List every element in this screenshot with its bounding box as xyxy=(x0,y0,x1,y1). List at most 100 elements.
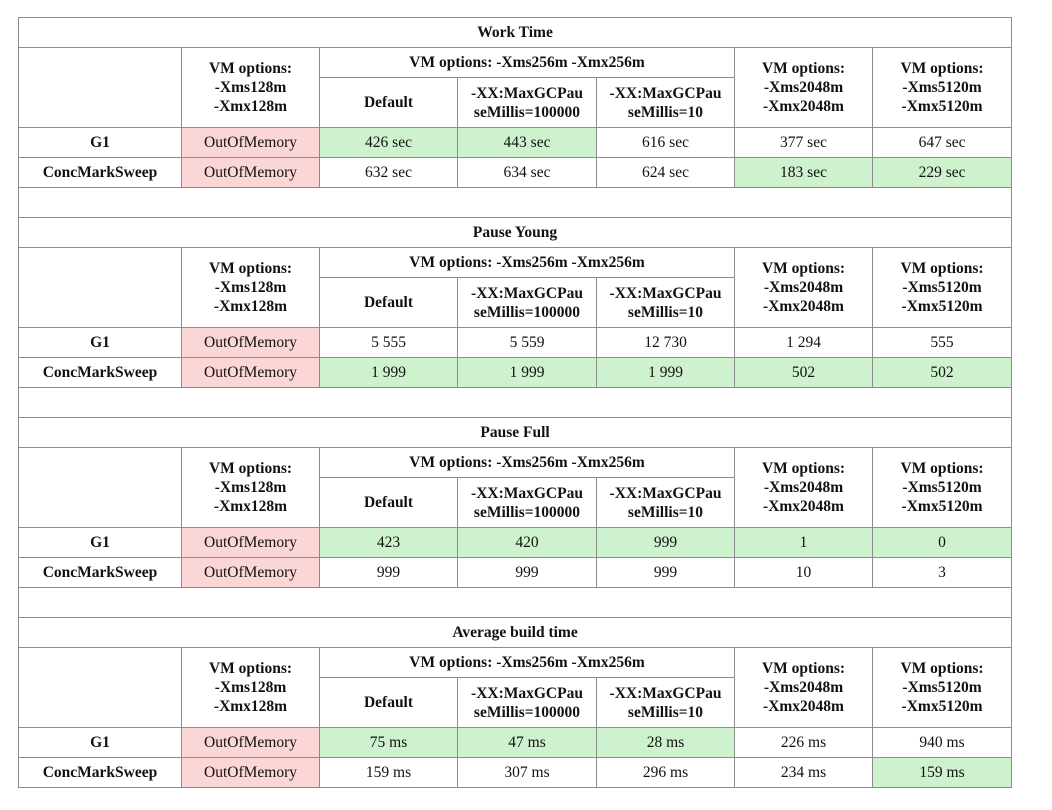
row-label: ConcMarkSweep xyxy=(18,757,182,788)
header-vm5120-line3: -Xmx5120m xyxy=(901,98,983,115)
header-vm2048-line1: VM options: xyxy=(761,660,846,677)
gc-comparison-container: Work Time VM options: -Xms128m -Xmx128m … xyxy=(17,17,1013,788)
header-vm2048-line3: -Xmx2048m xyxy=(763,498,844,515)
data-cell-vm2048: 226 ms xyxy=(734,727,873,758)
header-pause100000: -XX:MaxGCPau seMillis=100000 xyxy=(457,77,597,128)
data-cell-vm128: OutOfMemory xyxy=(181,327,320,358)
section-title-row: Pause Young xyxy=(17,217,1013,248)
header-vm5120-line2: -Xms5120m xyxy=(902,679,982,696)
header-pause100000-line1: -XX:MaxGCPau xyxy=(471,684,583,702)
header-vm2048-line3: -Xmx2048m xyxy=(763,698,844,715)
data-cell-pause10: 999 xyxy=(596,527,735,558)
data-cell-default: 999 xyxy=(319,557,458,588)
data-cell-vm2048: 183 sec xyxy=(734,157,873,188)
header-vm2048-line2: -Xms2048m xyxy=(763,279,844,296)
header-vm128-line2: -Xms128m xyxy=(214,79,287,96)
section-title: Pause Young xyxy=(17,217,1013,248)
data-row-g1: G1 OutOfMemory 75 ms 47 ms 28 ms 226 ms … xyxy=(18,727,1013,758)
row-label: ConcMarkSweep xyxy=(18,557,182,588)
header-vm2048-line3: -Xmx2048m xyxy=(763,298,844,315)
data-cell-vm128: OutOfMemory xyxy=(181,127,320,158)
data-cell-vm128: OutOfMemory xyxy=(181,357,320,388)
section-spacer xyxy=(17,387,1013,418)
row-label: ConcMarkSweep xyxy=(18,157,182,188)
header-pause10-line1: -XX:MaxGCPau xyxy=(609,484,722,502)
header-pause10: -XX:MaxGCPau seMillis=10 xyxy=(596,277,735,328)
header-vm5120: VM options: -Xms5120m -Xmx5120m xyxy=(871,47,1013,128)
data-row-concmarksweep: ConcMarkSweep OutOfMemory 632 sec 634 se… xyxy=(18,157,1013,188)
header-pause10: -XX:MaxGCPau seMillis=10 xyxy=(596,677,735,728)
header-pause10-line2: seMillis=10 xyxy=(627,103,704,121)
data-cell-vm5120: 0 xyxy=(871,527,1013,558)
data-row-g1: G1 OutOfMemory 5 555 5 559 12 730 1 294 … xyxy=(18,327,1013,358)
section-title-row: Average build time xyxy=(17,617,1013,648)
section-spacer xyxy=(17,187,1013,218)
data-row-g1: G1 OutOfMemory 423 420 999 1 0 xyxy=(18,527,1013,558)
data-cell-vm5120: 647 sec xyxy=(871,127,1013,158)
data-cell-pause10: 12 730 xyxy=(596,327,735,358)
header-pause100000-line2: seMillis=100000 xyxy=(473,103,581,121)
header-vm128-line2: -Xms128m xyxy=(214,279,287,296)
header-pause100000-line1: -XX:MaxGCPau xyxy=(471,284,583,302)
header-vm5120-line3: -Xmx5120m xyxy=(901,698,983,715)
row-label: G1 xyxy=(18,127,182,158)
header-default: Default xyxy=(319,77,458,128)
header-corner-cell xyxy=(18,647,182,728)
header-pause100000-line2: seMillis=100000 xyxy=(473,503,581,521)
data-cell-default: 75 ms xyxy=(319,727,458,758)
header-vm128-line3: -Xmx128m xyxy=(213,98,288,115)
section-title: Work Time xyxy=(17,17,1013,48)
data-cell-vm5120: 502 xyxy=(871,357,1013,388)
header-row-top: VM options: -Xms128m -Xmx128m VM options… xyxy=(18,647,1013,728)
header-vm5120: VM options: -Xms5120m -Xmx5120m xyxy=(871,647,1013,728)
header-pause10: -XX:MaxGCPau seMillis=10 xyxy=(596,77,735,128)
header-vm5120-line1: VM options: xyxy=(900,60,984,77)
data-cell-pause100000: 634 sec xyxy=(457,157,597,188)
section-title-row: Work Time xyxy=(17,17,1013,48)
header-pause100000: -XX:MaxGCPau seMillis=100000 xyxy=(457,277,597,328)
header-vm128-line2: -Xms128m xyxy=(214,679,287,696)
data-cell-vm2048: 1 294 xyxy=(734,327,873,358)
data-row-concmarksweep: ConcMarkSweep OutOfMemory 999 999 999 10… xyxy=(18,557,1013,588)
data-cell-default: 632 sec xyxy=(319,157,458,188)
header-row-top: VM options: -Xms128m -Xmx128m VM options… xyxy=(18,47,1013,128)
data-cell-vm2048: 234 ms xyxy=(734,757,873,788)
header-default: Default xyxy=(319,677,458,728)
header-vm5120: VM options: -Xms5120m -Xmx5120m xyxy=(871,247,1013,328)
header-vm2048-line2: -Xms2048m xyxy=(763,79,844,96)
data-cell-pause100000: 307 ms xyxy=(457,757,597,788)
header-vm2048-line1: VM options: xyxy=(761,260,846,277)
header-vm5120-line1: VM options: xyxy=(900,260,984,277)
header-vm128-line1: VM options: xyxy=(208,260,293,277)
data-cell-vm5120: 229 sec xyxy=(871,157,1013,188)
data-cell-pause10: 616 sec xyxy=(596,127,735,158)
header-vm2048-line3: -Xmx2048m xyxy=(763,98,844,115)
header-vm5120-line1: VM options: xyxy=(900,660,984,677)
header-vm256: VM options: -Xms256m -Xmx256m xyxy=(319,647,735,678)
header-vm2048-line1: VM options: xyxy=(761,60,846,77)
row-label: G1 xyxy=(18,527,182,558)
header-vm128-line2: -Xms128m xyxy=(214,479,287,496)
header-pause10-line2: seMillis=10 xyxy=(627,703,704,721)
data-cell-default: 5 555 xyxy=(319,327,458,358)
section-title: Pause Full xyxy=(17,417,1013,448)
header-vm2048: VM options: -Xms2048m -Xmx2048m xyxy=(734,647,873,728)
data-cell-pause10: 624 sec xyxy=(596,157,735,188)
header-vm128: VM options: -Xms128m -Xmx128m xyxy=(181,247,320,328)
header-corner-cell xyxy=(18,447,182,528)
header-pause10-line2: seMillis=10 xyxy=(627,303,704,321)
section-title: Average build time xyxy=(17,617,1013,648)
header-pause10-line1: -XX:MaxGCPau xyxy=(609,684,722,702)
data-cell-default: 1 999 xyxy=(319,357,458,388)
row-label: G1 xyxy=(18,327,182,358)
header-vm2048: VM options: -Xms2048m -Xmx2048m xyxy=(734,247,873,328)
header-vm2048: VM options: -Xms2048m -Xmx2048m xyxy=(734,447,873,528)
gc-comparison-table: Work Time VM options: -Xms128m -Xmx128m … xyxy=(17,17,1013,788)
data-cell-pause100000: 1 999 xyxy=(457,357,597,388)
header-corner-cell xyxy=(18,247,182,328)
header-vm5120-line1: VM options: xyxy=(900,460,984,477)
header-row-bottom: Default -XX:MaxGCPau seMillis=100000 -XX… xyxy=(19,477,1012,528)
data-cell-vm2048: 1 xyxy=(734,527,873,558)
header-vm128: VM options: -Xms128m -Xmx128m xyxy=(181,47,320,128)
header-row-top: VM options: -Xms128m -Xmx128m VM options… xyxy=(18,247,1013,328)
